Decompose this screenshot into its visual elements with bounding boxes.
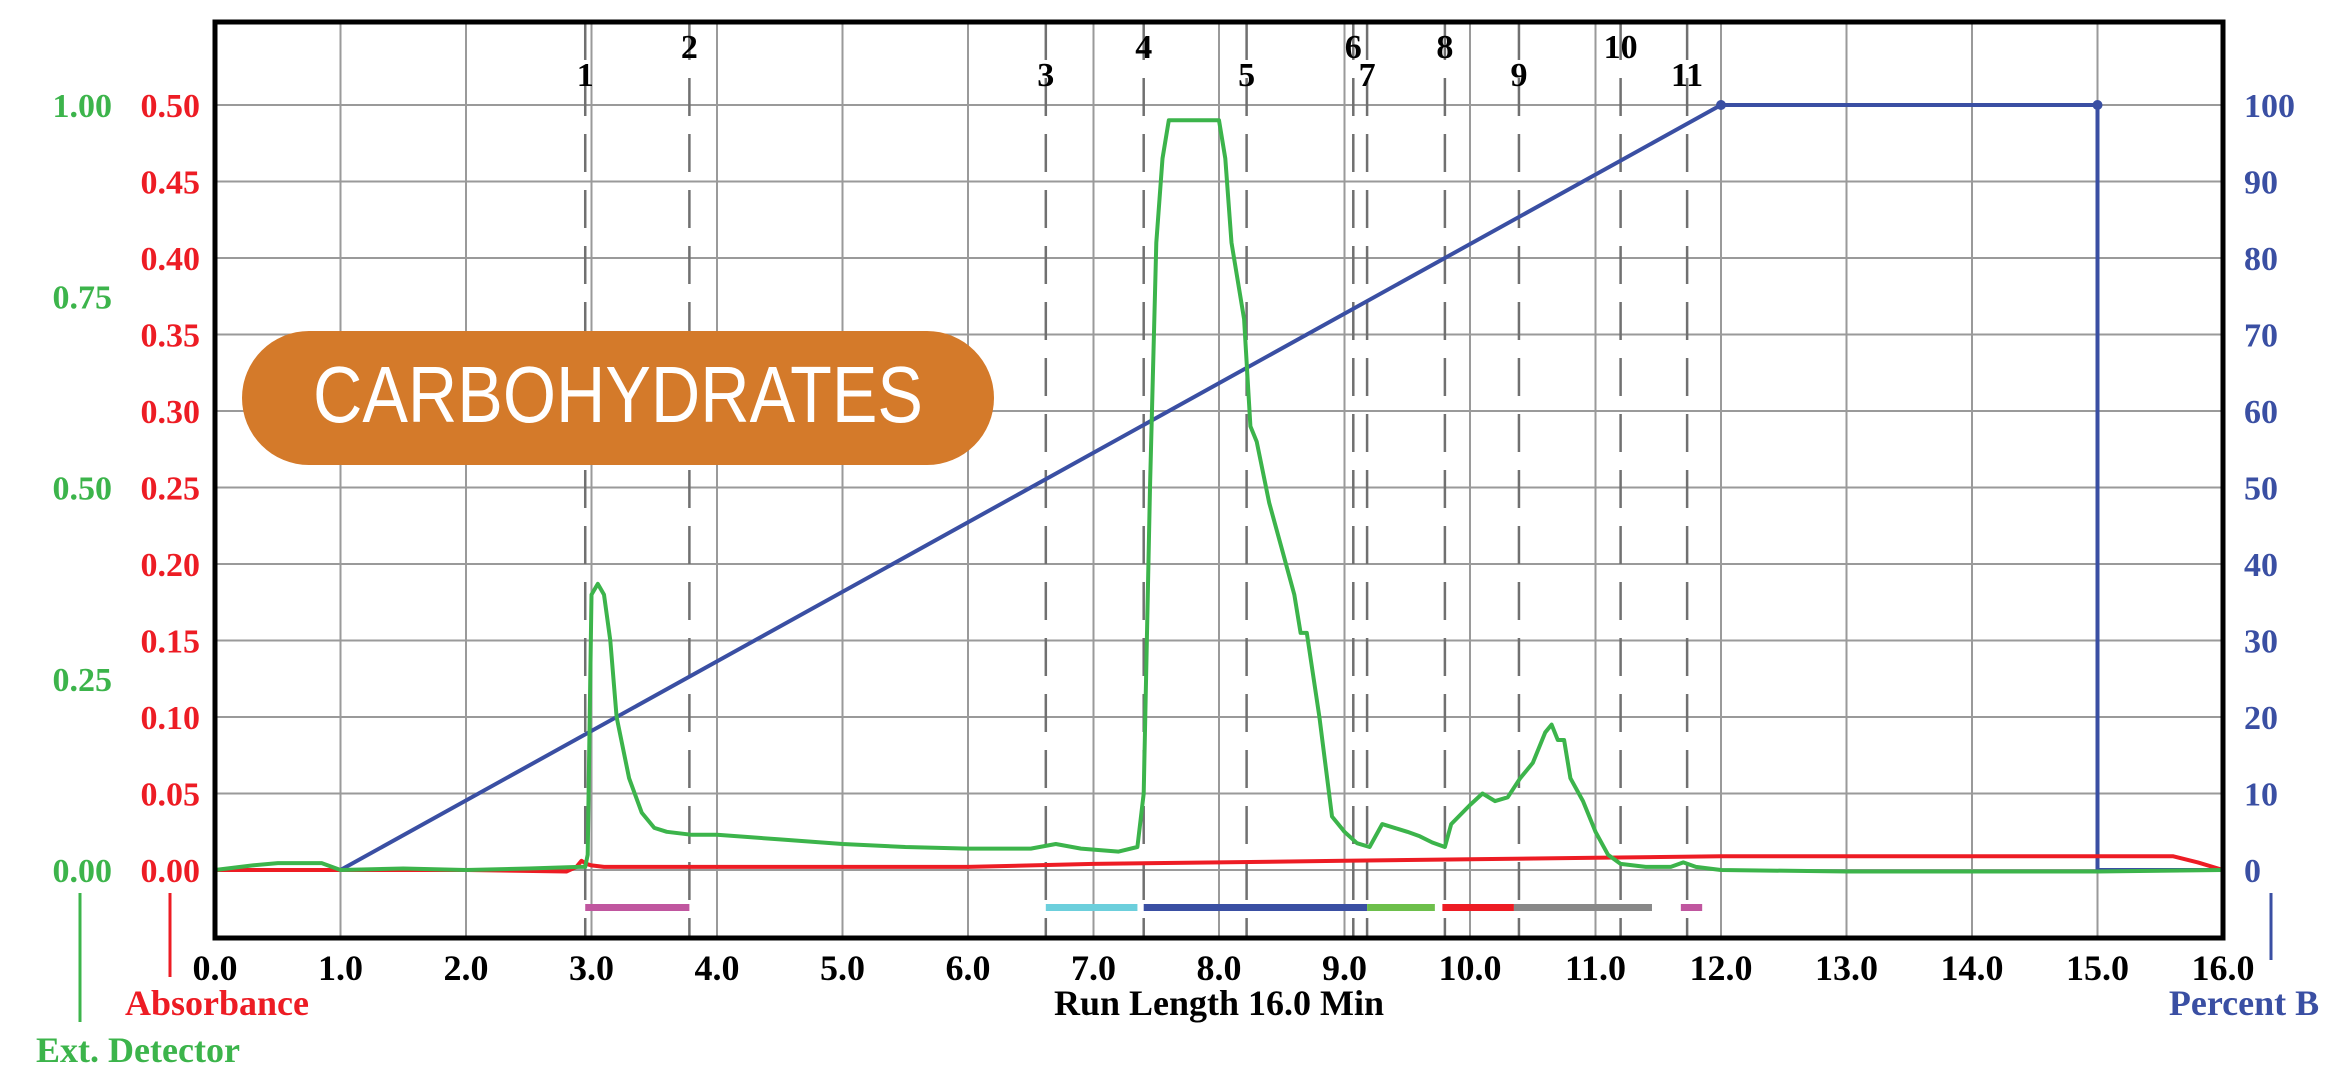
grid-lines (214, 22, 2224, 938)
gradient-knot (1716, 100, 1726, 110)
fraction-bar (1045, 904, 1138, 911)
fraction-bar (585, 904, 690, 911)
series-ext-detector (214, 118, 2224, 874)
absorbance-axis-ticks: 0.00 0.05 0.10 0.15 0.20 0.25 0.30 0.35 0.40 0.45… (141, 88, 201, 890)
x-axis-ticks: 0.0 1.0 2.0 3.0 4.0 5.0 6.0 7.0 8.0 9.0 10.0 11.0 12… (193, 948, 2255, 988)
absorbance-tick-label: 0.40 (141, 241, 201, 278)
x-axis-label: Run Length 16.0 Min (1054, 983, 1384, 1023)
fraction-marker-label: 6 (1345, 29, 1362, 66)
data-series (214, 100, 2224, 874)
percent-b-tick-label: 100 (2244, 88, 2295, 125)
ext-detector-axis-label: Ext. Detector (36, 1030, 240, 1070)
ext-detector-tick-label: 0.50 (53, 471, 113, 508)
x-tick-label: 6.0 (946, 948, 991, 988)
x-tick-label: 14.0 (1941, 948, 2004, 988)
percent-b-tick-label: 80 (2244, 241, 2278, 278)
percent-b-tick-label: 0 (2244, 853, 2261, 890)
x-tick-label: 2.0 (444, 948, 489, 988)
absorbance-tick-label: 0.50 (141, 88, 201, 125)
absorbance-tick-label: 0.00 (141, 853, 201, 890)
absorbance-axis-label: Absorbance (125, 983, 309, 1023)
fraction-bar (1442, 904, 1514, 911)
plot-frame (212, 19, 2226, 941)
x-tick-label: 4.0 (695, 948, 740, 988)
absorbance-tick-label: 0.35 (141, 318, 201, 355)
ext-detector-tick-label: 0.25 (53, 662, 113, 699)
fraction-bar (1513, 904, 1652, 911)
fraction-marker-label: 4 (1135, 29, 1152, 66)
x-tick-label: 7.0 (1071, 948, 1116, 988)
gradient-knot (2092, 100, 2103, 110)
absorbance-tick-label: 0.20 (141, 547, 201, 584)
x-tick-label: 15.0 (2066, 948, 2129, 988)
percent-b-tick-label: 10 (2244, 777, 2278, 814)
percent-b-tick-label: 90 (2244, 165, 2278, 202)
ext-detector-tick-label: 1.00 (53, 88, 113, 125)
ext-detector-tick-label: 0.00 (53, 853, 113, 890)
fraction-bar (1680, 904, 1703, 911)
absorbance-tick-label: 0.15 (141, 624, 201, 661)
x-tick-label: 5.0 (820, 948, 865, 988)
percent-b-tick-label: 20 (2244, 700, 2278, 737)
percent-b-axis-label: Percent B (2169, 983, 2319, 1023)
fraction-bar (1143, 904, 1368, 911)
x-tick-label: 13.0 (1815, 948, 1878, 988)
absorbance-tick-label: 0.10 (141, 700, 201, 737)
fraction-marker-label: 8 (1436, 29, 1453, 66)
percent-b-tick-label: 60 (2244, 394, 2278, 431)
x-tick-label: 16.0 (2192, 948, 2255, 988)
fraction-marker-label: 11 (1671, 57, 1703, 94)
percent-b-tick-label: 50 (2244, 471, 2278, 508)
percent-b-tick-label: 30 (2244, 624, 2278, 661)
percent-b-axis-ticks: 0 10 20 30 40 50 60 70 80 90 100 (2244, 88, 2295, 890)
fraction-marker-label: 10 (1604, 29, 1638, 66)
percent-b-tick-label: 70 (2244, 318, 2278, 355)
x-tick-label: 1.0 (318, 948, 363, 988)
fraction-marker-label: 1 (577, 57, 594, 94)
x-tick-label: 10.0 (1439, 948, 1502, 988)
fraction-marker-label: 7 (1359, 57, 1376, 94)
fraction-marker-label: 5 (1238, 57, 1255, 94)
x-tick-label: 9.0 (1322, 948, 1367, 988)
absorbance-tick-label: 0.45 (141, 165, 201, 202)
ext-detector-tick-label: 0.75 (53, 279, 113, 316)
fraction-markers: 1 2 3 4 5 67 8 9 10 11 (577, 22, 1703, 938)
x-tick-label: 12.0 (1690, 948, 1753, 988)
fraction-marker-label: 9 (1510, 57, 1527, 94)
absorbance-tick-label: 0.30 (141, 394, 201, 431)
absorbance-tick-label: 0.05 (141, 777, 201, 814)
ext-detector-axis-ticks: 0.00 0.25 0.50 0.75 1.00 (53, 88, 113, 890)
x-tick-label: 3.0 (569, 948, 614, 988)
fraction-bar (1367, 904, 1435, 911)
x-tick-label: 11.0 (1565, 948, 1626, 988)
chart-title: CARBOHYDRATES (313, 350, 923, 439)
percent-b-tick-label: 40 (2244, 547, 2278, 584)
x-tick-label: 0.0 (193, 948, 238, 988)
fraction-marker-label: 2 (681, 29, 698, 66)
x-tick-label: 8.0 (1197, 948, 1242, 988)
title-badge: CARBOHYDRATES (242, 331, 994, 465)
absorbance-tick-label: 0.25 (141, 471, 201, 508)
fraction-marker-label: 3 (1037, 57, 1054, 94)
fraction-bars (585, 904, 1703, 911)
